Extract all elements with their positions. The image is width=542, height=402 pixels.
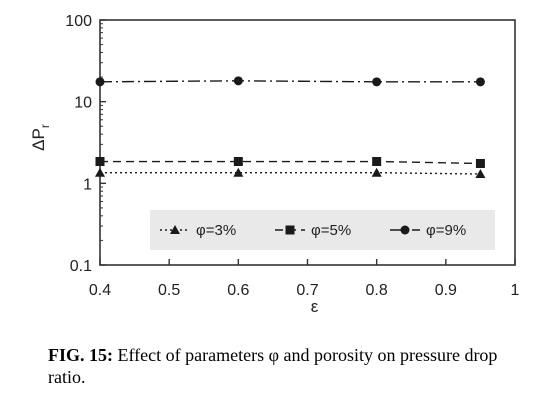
x-tick-label: 0.6 <box>227 282 249 299</box>
series-line-1 <box>100 171 481 175</box>
series-3-point <box>475 77 485 87</box>
legend-box <box>150 210 495 250</box>
legend-marker-2 <box>285 225 295 235</box>
x-tick-label: 0.7 <box>296 282 318 299</box>
series-3-point <box>95 77 105 87</box>
series-3-point <box>233 76 243 86</box>
series-1-point <box>475 169 486 179</box>
y-tick-label: 100 <box>65 13 92 30</box>
series-line-2 <box>100 160 481 165</box>
y-tick-label: 1 <box>83 176 92 193</box>
series-2-point <box>475 158 485 168</box>
legend-label-3: φ=9% <box>426 222 466 239</box>
figure-caption: FIG. 15: Effect of parameters φ and poro… <box>48 344 538 388</box>
series-1-point <box>371 167 382 177</box>
caption-text: Effect of parameters φ and porosity on p… <box>48 345 498 387</box>
series-1-point <box>233 167 244 177</box>
x-tick-label: 0.8 <box>366 282 388 299</box>
x-tick-label: 1 <box>511 282 520 299</box>
caption-label: FIG. 15: <box>48 345 113 365</box>
series-3-point <box>372 77 382 87</box>
x-tick-label: 0.5 <box>158 282 180 299</box>
legend-marker-1 <box>170 225 180 234</box>
legend-label-1: φ=3% <box>196 222 236 239</box>
y-tick-label: 10 <box>74 95 92 112</box>
chart: 0.4 0.5 0.6 0.7 0.8 0.9 1 100 10 1 0.1 ε ΔPr φ=3% φ=5%… <box>29 13 520 316</box>
legend-label-2: φ=5% <box>311 222 351 239</box>
y-tick-label: 0.1 <box>70 258 92 275</box>
x-axis-label: ε <box>311 297 319 316</box>
legend-marker-3 <box>400 225 410 235</box>
series-2-point <box>95 157 105 167</box>
series-2-point <box>372 157 382 167</box>
series-line-3 <box>99 80 481 83</box>
y-axis-label: ΔPr <box>29 124 52 151</box>
series-2-point <box>233 157 243 167</box>
x-tick-label: 0.4 <box>89 282 111 299</box>
series-1-point <box>95 167 105 177</box>
x-tick-label: 0.9 <box>435 282 457 299</box>
